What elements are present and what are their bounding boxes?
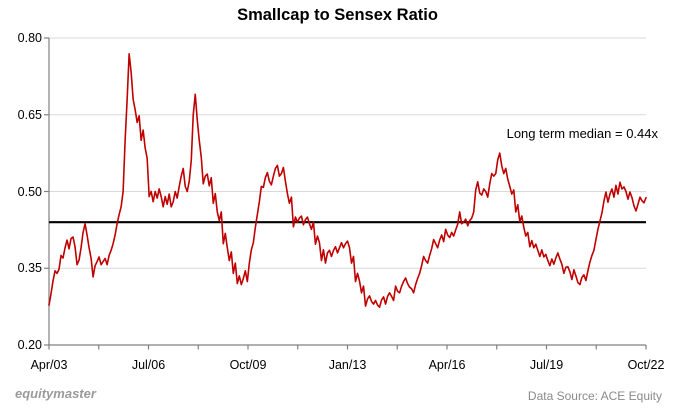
y-axis-label: 0.20 [17,338,42,352]
x-axis-label: Oct/22 [627,358,665,372]
y-axis-label: 0.65 [17,107,42,122]
brand-logo-text: equitymaster [15,386,96,401]
x-axis-label: Jan/13 [328,358,367,372]
data-source-label: Data Source: ACE Equity [527,389,662,403]
y-axis-label: 0.35 [17,261,42,276]
x-axis-label: Jul/19 [529,358,564,372]
y-axis-label: 0.80 [17,31,42,45]
median-annotation: Long term median = 0.44x [506,126,658,141]
x-axis-label: Jul/06 [131,358,166,372]
page-title: Smallcap to Sensex Ratio [237,6,438,24]
ratio-line [48,53,647,308]
x-axis-label: Apr/03 [30,358,68,372]
x-axis-label: Apr/16 [428,358,466,372]
x-axis-label: Oct/09 [229,358,267,372]
y-axis-label: 0.50 [17,184,42,199]
